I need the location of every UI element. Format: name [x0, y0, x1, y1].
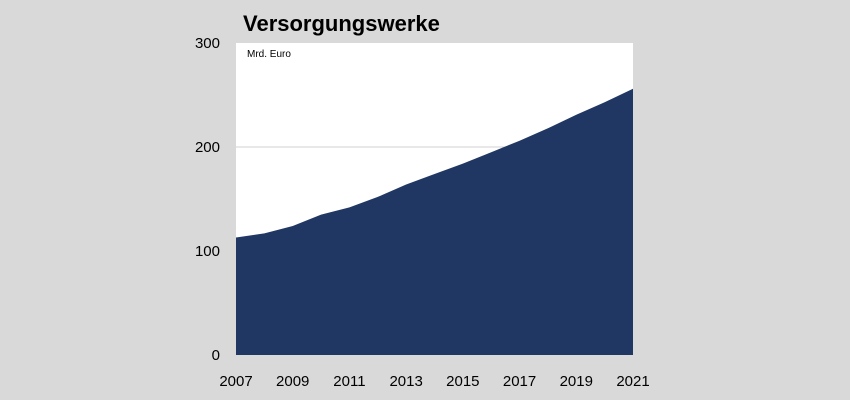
- x-tick-label: 2017: [503, 373, 536, 390]
- x-tick-label: 2021: [616, 373, 649, 390]
- unit-label: Mrd. Euro: [247, 49, 291, 60]
- x-tick-label: 2009: [276, 373, 309, 390]
- y-axis-ticks: 0 100 200 300: [195, 35, 220, 364]
- x-tick-label: 2013: [389, 373, 422, 390]
- chart-title: Versorgungswerke: [243, 11, 440, 36]
- x-tick-label: 2019: [560, 373, 593, 390]
- y-tick-label: 200: [195, 139, 220, 156]
- x-tick-label: 2015: [446, 373, 479, 390]
- x-tick-label: 2011: [333, 373, 365, 390]
- y-tick-label: 300: [195, 35, 220, 52]
- y-tick-label: 100: [195, 243, 220, 260]
- x-axis-ticks: 2007 2009 2011 2013 2015 2017 2019 2021: [219, 373, 649, 390]
- y-tick-label: 0: [212, 347, 220, 364]
- x-tick-label: 2007: [219, 373, 252, 390]
- area-series-versorgungswerke: [236, 88, 633, 355]
